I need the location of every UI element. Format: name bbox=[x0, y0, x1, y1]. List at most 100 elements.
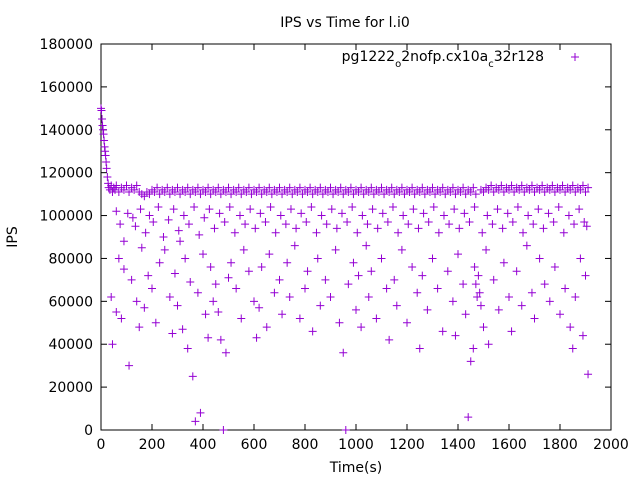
data-point bbox=[168, 329, 177, 338]
data-point bbox=[316, 301, 325, 310]
data-point bbox=[374, 187, 383, 196]
data-point bbox=[498, 224, 507, 233]
data-point bbox=[232, 187, 241, 196]
data-point bbox=[186, 190, 195, 199]
data-point bbox=[580, 217, 589, 226]
data-point bbox=[544, 209, 553, 218]
data-point bbox=[349, 258, 358, 267]
data-point bbox=[441, 190, 450, 199]
data-point bbox=[385, 335, 394, 344]
data-point bbox=[122, 181, 131, 190]
data-point bbox=[397, 245, 406, 254]
data-point bbox=[179, 211, 188, 220]
data-point bbox=[140, 192, 149, 201]
data-point bbox=[99, 130, 108, 139]
data-point bbox=[170, 187, 179, 196]
data-point bbox=[479, 187, 488, 196]
data-point bbox=[570, 220, 579, 229]
data-point bbox=[461, 190, 470, 199]
data-point bbox=[250, 297, 258, 306]
data-point bbox=[357, 183, 366, 192]
data-point bbox=[479, 323, 488, 332]
legend-label-part: 2nofp.cx10a bbox=[401, 49, 488, 65]
data-point bbox=[204, 183, 213, 192]
data-point bbox=[165, 293, 174, 302]
data-point bbox=[193, 183, 202, 192]
series-markers bbox=[97, 104, 593, 434]
data-point bbox=[390, 275, 399, 284]
legend-label-part: c bbox=[488, 59, 494, 70]
data-point bbox=[410, 190, 419, 199]
data-point bbox=[438, 327, 447, 336]
data-point bbox=[466, 357, 475, 366]
data-point bbox=[484, 185, 493, 194]
data-point bbox=[505, 185, 513, 194]
data-point bbox=[408, 263, 417, 272]
data-point bbox=[256, 209, 265, 218]
data-point bbox=[145, 211, 154, 220]
data-point bbox=[317, 211, 326, 220]
data-point bbox=[298, 190, 307, 199]
data-point bbox=[550, 187, 559, 196]
data-point bbox=[487, 181, 496, 190]
data-point bbox=[221, 348, 230, 357]
data-point bbox=[454, 250, 462, 259]
data-point bbox=[484, 340, 493, 349]
data-point bbox=[564, 211, 573, 220]
y-tick-label: 120000 bbox=[40, 166, 93, 182]
data-point bbox=[519, 228, 528, 237]
y-axis: 0 20000 40000 60000 80000 100000 120000 140000 1… bbox=[40, 37, 611, 439]
data-point bbox=[408, 183, 417, 192]
data-point bbox=[556, 185, 564, 194]
data-point bbox=[415, 344, 424, 353]
data-point bbox=[154, 202, 163, 211]
data-point bbox=[111, 185, 120, 194]
data-point bbox=[290, 241, 299, 250]
data-point bbox=[549, 217, 558, 226]
data-point bbox=[307, 202, 316, 211]
legend-label: pg1222o2nofp.cx10ac32r128 bbox=[342, 49, 544, 70]
data-point bbox=[392, 301, 401, 310]
data-point bbox=[367, 183, 376, 192]
data-point bbox=[188, 372, 197, 381]
data-point bbox=[211, 280, 220, 289]
data-point bbox=[119, 265, 128, 274]
data-point bbox=[329, 190, 338, 199]
data-point bbox=[497, 181, 506, 190]
data-point bbox=[266, 202, 275, 211]
data-point bbox=[346, 183, 355, 192]
data-point bbox=[436, 187, 445, 196]
data-point bbox=[460, 209, 469, 218]
data-point bbox=[150, 187, 159, 196]
data-point bbox=[131, 222, 140, 231]
data-point bbox=[576, 185, 585, 194]
data-point bbox=[169, 205, 178, 214]
data-point bbox=[160, 187, 169, 196]
data-point bbox=[283, 258, 292, 267]
data-point bbox=[561, 187, 570, 196]
data-point bbox=[545, 185, 554, 194]
data-point bbox=[281, 220, 290, 229]
data-point bbox=[247, 190, 256, 199]
data-point bbox=[377, 254, 386, 263]
data-point bbox=[494, 185, 503, 194]
data-point bbox=[276, 211, 285, 220]
data-point bbox=[288, 190, 297, 199]
data-point bbox=[326, 183, 335, 192]
data-point bbox=[313, 254, 322, 263]
data-point bbox=[220, 217, 229, 226]
data-point bbox=[494, 305, 503, 314]
data-point bbox=[112, 207, 121, 216]
data-point bbox=[234, 183, 243, 192]
data-point bbox=[244, 267, 253, 276]
data-point bbox=[215, 209, 224, 218]
data-point bbox=[241, 220, 250, 229]
data-point bbox=[97, 104, 105, 113]
data-point bbox=[469, 183, 478, 192]
legend-label-part: pg1222 bbox=[342, 49, 395, 65]
data-point bbox=[103, 172, 112, 181]
data-point bbox=[98, 121, 107, 130]
data-point bbox=[159, 233, 168, 241]
data-point bbox=[558, 181, 567, 190]
data-point bbox=[160, 245, 169, 254]
